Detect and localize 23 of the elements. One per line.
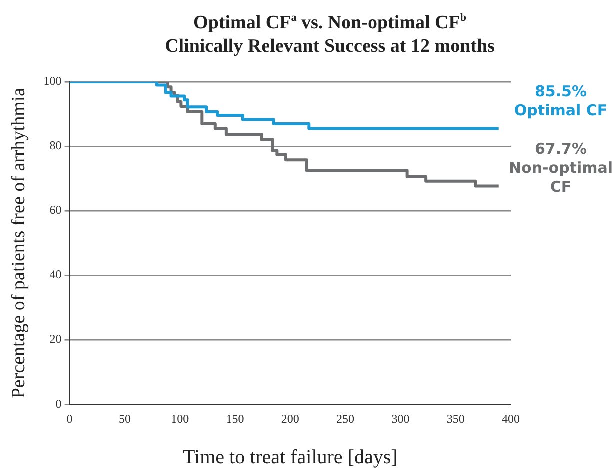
x-tick-label: 350 xyxy=(446,412,465,426)
x-tick-label: 0 xyxy=(66,412,73,426)
x-axis-title: Time to treat failure [days] xyxy=(183,446,398,468)
y-tick-label: 20 xyxy=(50,332,62,346)
chart-title: Optimal CF$^{a}$ vs. Non-optimal CF$^{b}$ xyxy=(192,11,468,36)
y-tick-label: 0 xyxy=(56,396,62,411)
series-label: Optimal CF xyxy=(514,102,608,120)
x-tick-label: 300 xyxy=(392,412,410,426)
y-tick-label: 100 xyxy=(44,74,62,88)
x-tick-label: 50 xyxy=(118,412,131,426)
y-tick-label: 80 xyxy=(50,138,62,153)
x-tick-label: 200 xyxy=(281,412,300,426)
x-tick-label: 100 xyxy=(171,412,190,426)
y-tick-label: 60 xyxy=(50,203,62,218)
text: 85.5% xyxy=(534,82,588,101)
y-tick-label: 40 xyxy=(50,268,62,282)
x-tick-label: 400 xyxy=(502,412,520,426)
text: 67.7% xyxy=(534,140,588,158)
y-axis-title: Percentage of patients free of arrhythmia xyxy=(8,87,30,399)
x-tick-label: 250 xyxy=(336,412,355,426)
x-tick-label: 150 xyxy=(226,412,244,426)
series-label: Non-optimal CF xyxy=(508,159,614,196)
chart-subtitle: Clinically Relevant Success at 12 months xyxy=(164,35,496,60)
